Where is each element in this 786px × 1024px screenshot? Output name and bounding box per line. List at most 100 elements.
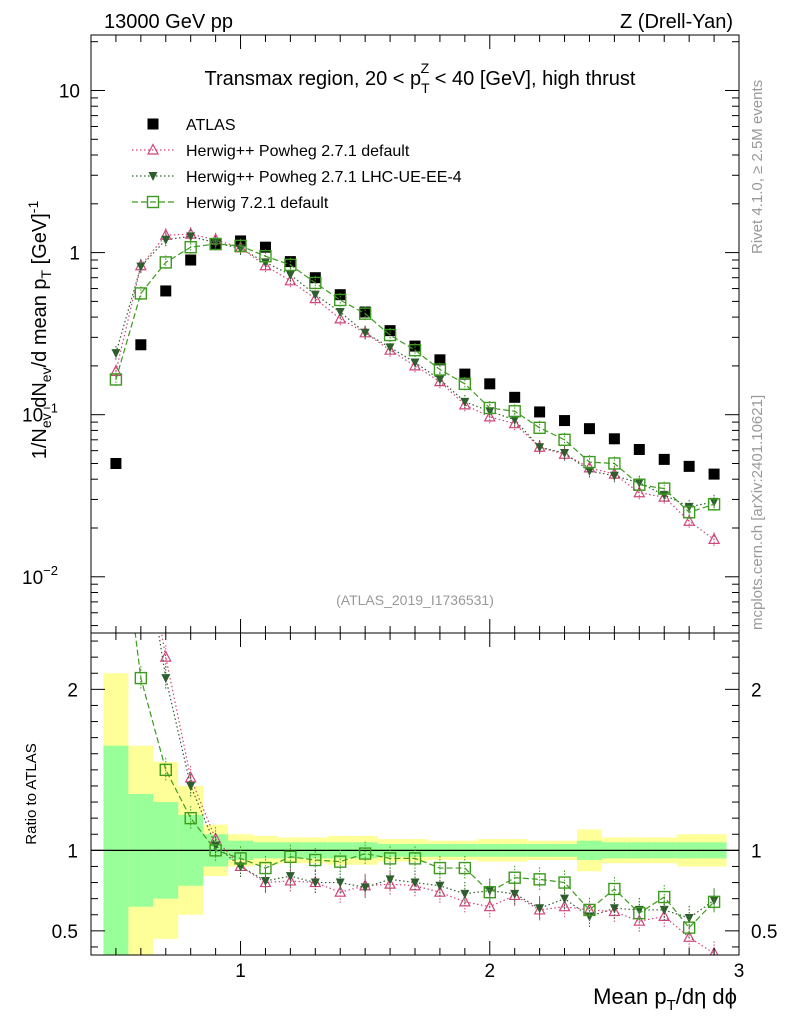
data-point [458,398,471,410]
ratio-point [234,852,247,865]
ratio-point [560,894,570,904]
data-point [658,482,671,495]
data-point [707,498,721,511]
data-point [433,363,447,376]
ratio-y-tick-label: 0.5 [52,922,78,943]
x-tick-label: 2 [484,961,495,982]
ratio-point [310,878,320,888]
data-point [109,373,123,386]
ratio-point [410,878,420,888]
data-point [234,239,247,253]
data-point [334,293,347,307]
data-point [435,375,445,385]
ratio-line [157,633,715,919]
ratio-point [309,853,322,867]
ratio-point [159,763,172,777]
ratio-point [236,862,246,872]
ratio-point [134,671,148,685]
legend-marker [146,195,160,209]
data-point [633,478,646,491]
ratio-point [284,850,297,863]
legend-marker [147,143,159,155]
data-point [284,274,297,286]
legend: ATLAS Herwig++ Powheg 2.7.1 default Herwig… [132,117,462,212]
ratio-point [334,885,347,897]
rivet-info: Rivet 4.1.0, ≥ 2.5M events [749,80,766,254]
ratio-point [533,873,546,886]
data-point [408,343,422,357]
ratio-point [609,904,619,914]
ratio-point [684,913,694,923]
legend-label: ATLAS [186,117,236,134]
data-point [259,258,272,271]
ratio-point [535,904,545,914]
watermark: (ATLAS_2019_I1736531) [336,592,494,608]
data-point [259,241,271,253]
ratio-point [111,410,121,420]
ratio-point [483,886,496,899]
header-left: 13000 GeV pp [104,11,233,33]
ratio-y-tick-label-right: 1 [751,841,762,862]
y-tick-label: 10−2 [22,563,58,589]
ratio-point [161,674,171,684]
ratio-point [658,890,671,904]
data-point [508,405,521,418]
data-point [358,307,372,320]
y-tick-label: 10 [59,82,80,103]
ratio-point [483,899,496,912]
data-point [309,276,322,290]
main-title: Transmax region, 20 < pTZ < 40 [GeV], hi… [205,60,636,96]
legend-marker [148,172,158,181]
legend-label: Herwig++ Powheg 2.7.1 LHC-UE-EE-4 [186,169,462,186]
ratio-point [435,881,445,891]
x-tick-label: 3 [734,961,745,982]
ratio-point [460,889,470,899]
data-point [633,443,645,455]
data-point [260,258,270,268]
ratio-point [458,895,471,907]
ratio-y-tick-label: 2 [67,680,78,701]
ratio-point [633,906,646,920]
data-point [111,349,121,359]
ratio-point [558,876,571,889]
data-point [683,514,696,526]
data-point [434,354,446,366]
data-point [259,250,272,263]
data-point [634,478,644,488]
legend-label: Herwig 7.2.1 default [186,195,329,212]
data-point [209,237,222,251]
ratio-point [211,841,221,851]
ratio-y-axis-label: Ratio to ATLAS [23,743,40,844]
ratio-point [510,889,520,899]
ratio-point [384,877,397,889]
ratio-point [659,905,669,915]
series-line [115,243,715,513]
legend-marker [147,118,159,130]
data-point [134,287,148,300]
ratio-point [608,882,621,896]
ratio-point [433,861,447,875]
data-point [309,291,322,304]
legend-label: Herwig++ Powheg 2.7.1 default [186,143,410,160]
ratio-point [335,878,345,888]
ratio-point [334,855,347,868]
data-point [560,449,570,459]
ratio-y-tick-label: 1 [67,841,78,862]
data-point [360,328,370,338]
data-point [334,312,347,324]
data-point [285,270,295,280]
ratio-point [110,475,121,486]
ratio-point [186,781,196,791]
ratio-point [485,886,495,896]
x-axis-label: Mean pT/dη dϕ [593,984,737,1014]
ratio-point [458,861,472,875]
data-point [459,368,471,380]
ratio-point [408,852,422,865]
data-point [535,443,545,453]
data-point [161,235,171,245]
data-point [284,258,297,272]
ratio-point [184,811,197,825]
data-point [484,378,496,390]
ratio-point [111,235,120,244]
